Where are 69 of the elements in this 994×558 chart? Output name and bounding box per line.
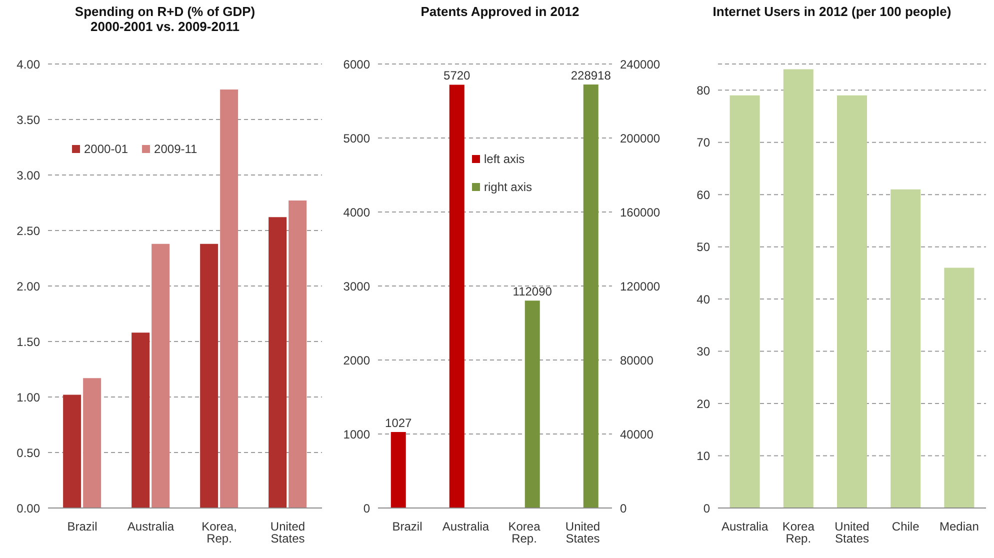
legend-label: 2000-01 (84, 142, 128, 156)
x-tick-label: Australia (721, 520, 768, 534)
y-tick-label: 0.50 (16, 446, 40, 460)
data-label: 228918 (570, 68, 612, 82)
x-tick-label: Korea, Rep. (202, 520, 237, 546)
x-tick-label: United States (834, 520, 870, 546)
bar (83, 378, 102, 508)
y-tick-label: 1.00 (16, 390, 40, 404)
y-tick-label: 70 (696, 136, 710, 150)
y2-tick-label: 200000 (620, 131, 660, 146)
bar (220, 90, 238, 508)
x-tick-label: United States (270, 520, 306, 546)
bar (152, 244, 170, 508)
bar (783, 69, 814, 508)
data-label: 1027 (385, 416, 412, 430)
bar (730, 95, 760, 508)
bar (890, 189, 921, 508)
y-tick-label: 0.00 (16, 501, 40, 516)
x-tick-label: Chile (892, 520, 920, 534)
y-tick-label: 1000 (343, 427, 370, 442)
legend-label: right axis (484, 180, 532, 194)
x-tick-label: Australia (442, 520, 490, 534)
y-tick-label: 3.50 (16, 112, 40, 127)
y2-tick-label: 240000 (620, 57, 660, 72)
y-tick-label: 1.50 (16, 334, 40, 349)
bar (132, 332, 150, 508)
y2-tick-label: 120000 (620, 279, 660, 294)
y-tick-label: 5000 (343, 131, 370, 146)
y2-tick-label: 80000 (620, 353, 654, 368)
y-tick-label: 60 (696, 188, 710, 202)
x-tick-label: Korea Rep. (782, 520, 815, 546)
y2-tick-label: 40000 (620, 427, 654, 442)
y-tick-label: 2.00 (16, 279, 40, 294)
y-tick-label: 30 (696, 344, 710, 359)
x-tick-label: United States (565, 520, 600, 546)
bar (836, 95, 867, 508)
data-label: 5720 (444, 68, 471, 83)
x-tick-label: Brazil (67, 520, 98, 534)
y-tick-label: 2.50 (16, 224, 40, 238)
bar (200, 244, 218, 508)
y-tick-label: 0 (703, 501, 710, 516)
x-tick-label: Brazil (392, 520, 422, 534)
legend-label: left axis (484, 152, 525, 166)
x-tick-label: Australia (127, 520, 174, 534)
chart-title: Patents Approved in 2012 (420, 3, 580, 21)
bar (944, 268, 974, 508)
y-tick-label: 50 (696, 240, 710, 254)
y-tick-label: 4000 (343, 205, 370, 220)
x-tick-label: Median (940, 520, 979, 534)
data-label: 112090 (512, 284, 552, 299)
y-tick-label: 10 (696, 449, 710, 464)
y2-tick-label: 160000 (620, 205, 660, 220)
y-tick-label: 3000 (343, 279, 370, 294)
y2-tick-label: 0 (620, 501, 627, 516)
y-tick-label: 0 (363, 501, 370, 516)
y-tick-label: 6000 (343, 57, 370, 72)
x-tick-label: Korea Rep. (508, 520, 541, 546)
chart-title: Internet Users in 2012 (per 100 people) (712, 3, 952, 21)
bar (63, 394, 82, 508)
y-tick-label: 4.00 (16, 57, 40, 72)
chart-title: Spending on R+D (% of GDP) 2000-2001 vs. 2009-2011 (74, 3, 256, 36)
y-tick-label: 3.00 (16, 168, 40, 182)
y-tick-label: 20 (696, 396, 710, 411)
bar (268, 217, 287, 508)
y-tick-label: 80 (696, 83, 710, 98)
y-tick-label: 40 (696, 292, 710, 306)
y-tick-label: 2000 (343, 353, 370, 368)
bar (288, 200, 307, 508)
legend-label: 2009-11 (154, 142, 198, 156)
